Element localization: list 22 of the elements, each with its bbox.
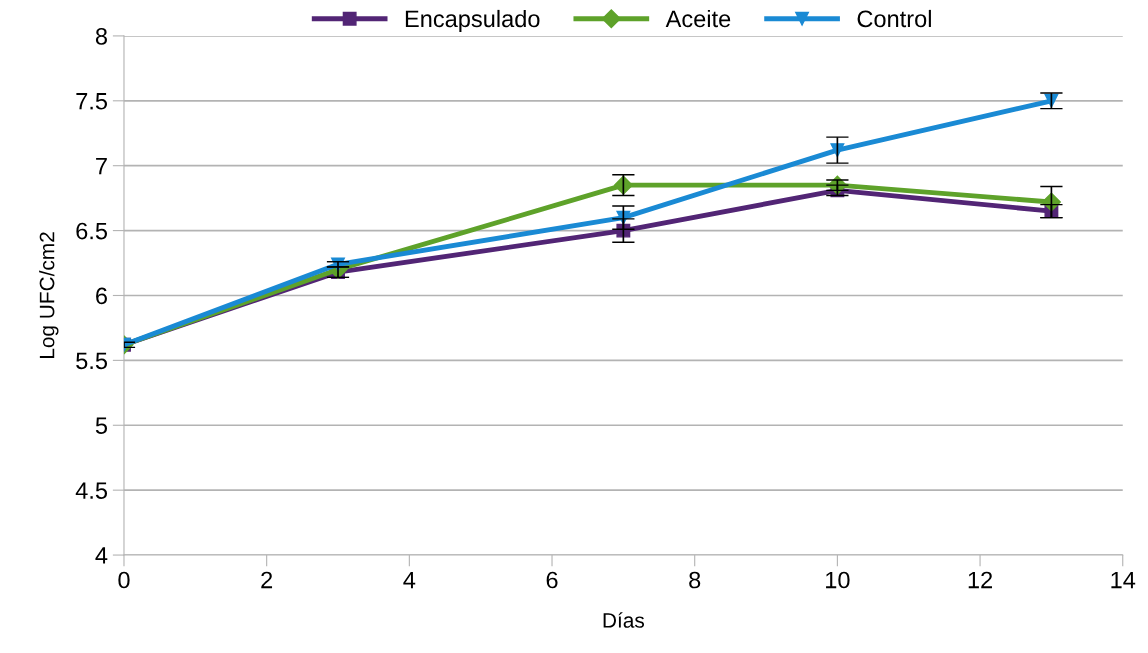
y-tick-label: 6: [96, 287, 107, 305]
x-tick-label: 12: [968, 571, 993, 589]
x-tick-label: 10: [826, 571, 850, 589]
y-tick-label: 7.5: [76, 93, 108, 110]
x-tick-label: 14: [1111, 571, 1136, 589]
legend-label: Encapsulado: [405, 9, 540, 32]
legend-label: Aceite: [665, 9, 731, 28]
y-axis-title: Log UFC/cm2: [39, 232, 59, 359]
x-tick-label: 0: [118, 571, 130, 589]
y-tick-label: 4: [95, 547, 108, 564]
y-tick-label: 7: [96, 158, 107, 175]
x-tick-label: 8: [689, 571, 701, 589]
x-axis-title: Días: [603, 612, 645, 628]
x-tick-label: 6: [546, 571, 558, 589]
y-tick-label: 5.5: [76, 352, 108, 370]
x-tick-label: 4: [403, 571, 416, 589]
y-tick-label: 6.5: [76, 222, 108, 240]
x-tick-label: 2: [261, 571, 273, 589]
y-tick-label: 4.5: [75, 482, 108, 499]
y-tick-label: 8: [95, 27, 107, 45]
legend-label: Control: [857, 9, 931, 28]
y-tick-label: 5: [95, 417, 108, 435]
